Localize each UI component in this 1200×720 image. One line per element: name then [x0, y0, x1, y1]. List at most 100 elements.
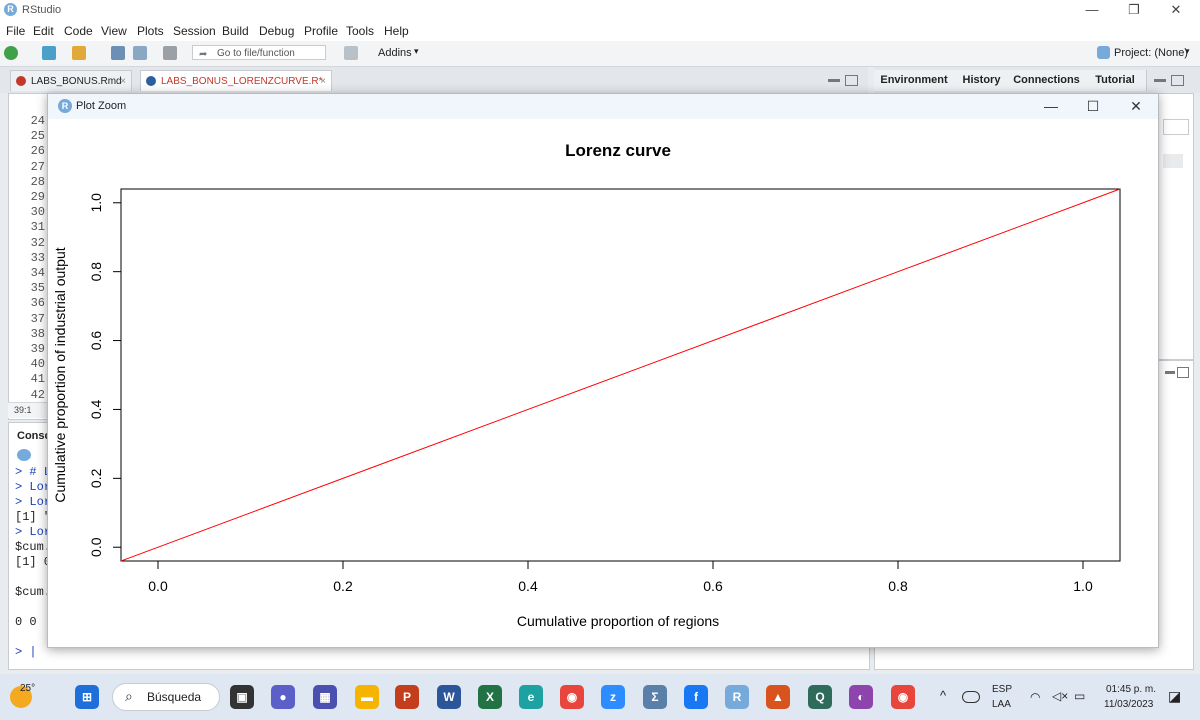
addins-button[interactable]: Addins	[378, 47, 412, 59]
github-icon[interactable]: ◐	[849, 685, 873, 709]
maximize-pane-icon[interactable]	[1177, 367, 1189, 378]
console-line: [1] "	[15, 510, 52, 524]
menu-edit[interactable]: Edit	[33, 24, 54, 38]
tab-history[interactable]: History	[954, 70, 1010, 91]
menu-session[interactable]: Session	[173, 24, 216, 38]
chrome-profile-icon[interactable]: ◉	[891, 685, 915, 709]
calculator-icon[interactable]: ▦	[313, 685, 337, 709]
new-project-icon[interactable]	[42, 46, 56, 60]
tab-labs-bonus-lorenzcurve-r[interactable]: LABS_BONUS_LORENZCURVE.R* ×	[140, 70, 332, 91]
new-file-icon[interactable]	[4, 46, 18, 60]
line-number: 28	[30, 174, 45, 189]
line-number: 31	[30, 220, 45, 235]
title-bar: R RStudio — ❐ ✕	[0, 0, 1200, 20]
x-axis-label: Cumulative proportion of regions	[517, 613, 719, 629]
goto-file-input[interactable]: ➦ Go to file/function	[192, 45, 326, 60]
zoom-maximize-button[interactable]: ☐	[1086, 98, 1100, 114]
line-number: 27	[30, 159, 45, 174]
window-title: RStudio	[22, 4, 62, 16]
rmd-file-icon	[16, 76, 26, 86]
editor-tab-bar: LABS_BONUS.Rmd × LABS_BONUS_LORENZCURVE.…	[0, 67, 868, 93]
rstudio-icon[interactable]: R	[725, 685, 749, 709]
matlab-icon[interactable]: ▲	[766, 685, 790, 709]
explorer-icon[interactable]: ▬	[355, 685, 379, 709]
search-input[interactable]	[1163, 119, 1189, 135]
console-tab[interactable]: Conso	[17, 430, 52, 442]
maximize-button[interactable]: ❐	[1128, 2, 1140, 17]
menu-help[interactable]: Help	[384, 24, 409, 38]
facebook-icon[interactable]: f	[684, 685, 708, 709]
zoom-close-button[interactable]: ✕	[1130, 98, 1142, 114]
lorenz-plot: Lorenz curve 0.0 0.2 0.4 0.6 0.8 1.0 0.0 0.2 0.…	[52, 141, 1121, 629]
project-dropdown-icon[interactable]: ▾	[1185, 46, 1190, 56]
line-number: 41	[30, 372, 45, 387]
chat-icon[interactable]: ●	[271, 685, 295, 709]
line-number: 40	[30, 357, 45, 372]
clock-date[interactable]: 11/03/2023	[1104, 699, 1154, 710]
menu-debug[interactable]: Debug	[259, 24, 295, 38]
wifi-icon[interactable]: ◠	[1030, 690, 1041, 704]
maximize-pane-icon[interactable]	[845, 75, 858, 86]
edge-icon[interactable]: e	[519, 685, 543, 709]
grid-view-icon[interactable]	[1163, 154, 1183, 168]
close-tab-icon[interactable]: ×	[120, 76, 126, 87]
search-app-icon[interactable]: Q	[808, 685, 832, 709]
clock-time[interactable]: 01:45 p. m.	[1106, 684, 1157, 695]
main-toolbar: ➦ Go to file/function Addins ▾ Project: …	[0, 41, 1200, 67]
print-icon[interactable]	[163, 46, 177, 60]
word-icon[interactable]: W	[437, 685, 461, 709]
onedrive-icon[interactable]	[962, 691, 980, 703]
battery-icon[interactable]: ▭	[1074, 689, 1086, 703]
weather-temp: 25°	[20, 683, 36, 694]
zoom-minimize-button[interactable]: —	[1044, 98, 1058, 114]
open-file-icon[interactable]	[72, 46, 86, 60]
minimize-pane-icon[interactable]	[828, 79, 840, 82]
excel-icon[interactable]: X	[478, 685, 502, 709]
menu-file[interactable]: File	[6, 24, 26, 38]
windows-icon[interactable]: ⊞	[75, 685, 99, 709]
zoom-icon[interactable]: z	[601, 685, 625, 709]
chevron-up-icon[interactable]: ^	[940, 688, 947, 703]
line-number: 38	[30, 326, 45, 341]
notification-icon[interactable]: ◪	[1168, 688, 1182, 704]
project-button[interactable]: Project: (None)	[1114, 47, 1188, 59]
line-number: 32	[30, 235, 45, 250]
minimize-button[interactable]: —	[1085, 2, 1099, 17]
weather-icon[interactable]	[10, 686, 32, 708]
powerpoint-icon[interactable]: P	[395, 685, 419, 709]
lang-bottom[interactable]: LAA	[992, 699, 1011, 710]
chrome-icon[interactable]: ◉	[560, 685, 584, 709]
menu-code[interactable]: Code	[64, 24, 93, 38]
menu-build[interactable]: Build	[222, 24, 249, 38]
minimize-pane-icon[interactable]	[1165, 371, 1175, 374]
menu-plots[interactable]: Plots	[137, 24, 164, 38]
plot-zoom-title: Plot Zoom	[76, 100, 127, 112]
close-button[interactable]: ✕	[1170, 2, 1182, 17]
grid-layout-icon[interactable]	[344, 46, 358, 60]
line-number: 34	[30, 266, 45, 280]
addins-dropdown-icon[interactable]: ▾	[414, 46, 419, 56]
sigma-icon[interactable]: Σ	[643, 685, 667, 709]
save-icon[interactable]	[111, 46, 125, 60]
menu-tools[interactable]: Tools	[346, 24, 375, 38]
menu-view[interactable]: View	[101, 24, 127, 38]
console-line: > Lor	[15, 480, 52, 494]
tab-environment[interactable]: Environment	[874, 70, 955, 91]
search-label: Búsqueda	[147, 690, 202, 704]
minimize-pane-icon[interactable]	[1154, 79, 1166, 82]
tab-labs-bonus-rmd[interactable]: LABS_BONUS.Rmd ×	[10, 70, 132, 91]
maximize-pane-icon[interactable]	[1171, 75, 1184, 86]
tab-tutorial[interactable]: Tutorial	[1084, 70, 1147, 91]
lang-top[interactable]: ESP	[992, 684, 1013, 695]
volume-icon[interactable]: ◁×	[1052, 689, 1069, 703]
console-line: > Lor	[15, 495, 52, 509]
save-all-icon[interactable]	[133, 46, 147, 60]
console-line: > Lor	[15, 525, 52, 539]
task-view-icon[interactable]: ▣	[230, 685, 254, 709]
console-line: [1] 0	[15, 555, 52, 569]
tab-connections[interactable]: Connections	[1009, 70, 1085, 91]
menu-profile[interactable]: Profile	[304, 24, 339, 38]
close-tab-icon[interactable]: ×	[320, 76, 326, 87]
tab-label: LABS_BONUS_LORENZCURVE.R*	[161, 76, 323, 87]
taskbar-search[interactable]: ⌕ Búsqueda	[112, 683, 220, 711]
